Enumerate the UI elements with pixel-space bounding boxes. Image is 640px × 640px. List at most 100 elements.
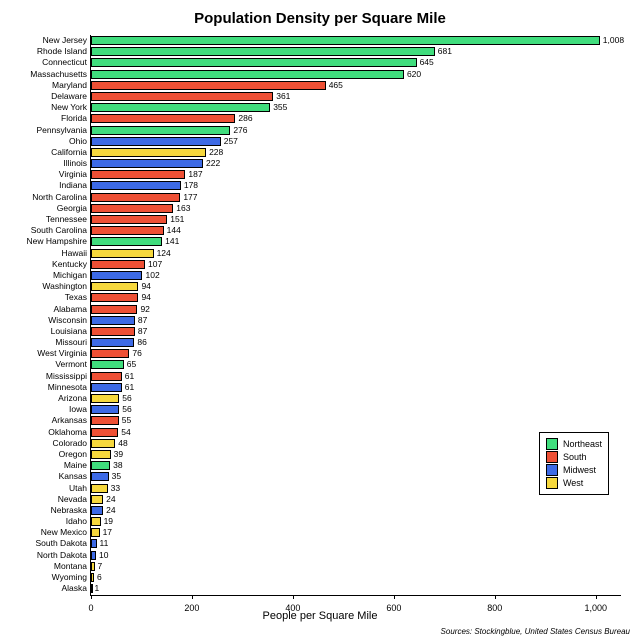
bar <box>91 226 164 235</box>
bar <box>91 305 137 314</box>
bar <box>91 405 119 414</box>
state-label: Texas <box>65 292 91 303</box>
bar <box>91 461 110 470</box>
bar-row: Montana7 <box>91 561 621 572</box>
bar-row: South Dakota11 <box>91 538 621 549</box>
bar <box>91 70 404 79</box>
bar-value-label: 102 <box>142 270 159 281</box>
bar-row: West Virginia76 <box>91 348 621 359</box>
state-label: Delaware <box>51 91 91 102</box>
state-label: North Dakota <box>37 550 91 561</box>
state-label: Georgia <box>57 203 91 214</box>
bar-row: Arkansas55 <box>91 415 621 426</box>
bars-container: New Jersey1,008Rhode Island681Connecticu… <box>91 35 621 594</box>
bar-row: North Dakota10 <box>91 550 621 561</box>
bar-row: Minnesota61 <box>91 382 621 393</box>
state-label: Maine <box>64 460 91 471</box>
bar-row: Hawaii124 <box>91 248 621 259</box>
bar-row: South Carolina144 <box>91 225 621 236</box>
legend-swatch <box>546 464 558 476</box>
bar <box>91 416 119 425</box>
bar-value-label: 141 <box>162 236 179 247</box>
legend-label: Northeast <box>563 439 602 449</box>
state-label: Oregon <box>59 449 91 460</box>
bar-row: Arizona56 <box>91 393 621 404</box>
bar-value-label: 1 <box>92 583 100 594</box>
bar-row: Mississippi61 <box>91 371 621 382</box>
state-label: Montana <box>54 561 91 572</box>
bar-value-label: 94 <box>138 292 150 303</box>
bar-value-label: 61 <box>122 371 134 382</box>
state-label: Wyoming <box>52 572 91 583</box>
state-label: Florida <box>61 113 91 124</box>
bar-row: Nebraska24 <box>91 505 621 516</box>
x-tick <box>394 595 395 599</box>
bar-value-label: 178 <box>181 180 198 191</box>
bar-value-label: 1,008 <box>600 35 624 46</box>
x-tick <box>91 595 92 599</box>
state-label: Arkansas <box>52 415 91 426</box>
bar-row: Maryland465 <box>91 80 621 91</box>
state-label: Virginia <box>59 169 91 180</box>
bar-row: Delaware361 <box>91 91 621 102</box>
bar-row: Missouri86 <box>91 337 621 348</box>
state-label: Maryland <box>52 80 91 91</box>
bar <box>91 103 270 112</box>
bar-value-label: 55 <box>119 415 131 426</box>
bar-value-label: 681 <box>435 46 452 57</box>
bar <box>91 383 122 392</box>
bar-row: California228 <box>91 147 621 158</box>
state-label: New Hampshire <box>27 236 91 247</box>
bar-value-label: 257 <box>221 136 238 147</box>
bar-value-label: 6 <box>94 572 102 583</box>
bar <box>91 484 108 493</box>
bar <box>91 81 326 90</box>
bar <box>91 137 221 146</box>
bar-row: Texas94 <box>91 292 621 303</box>
bar <box>91 204 173 213</box>
bar-value-label: 38 <box>110 460 122 471</box>
bar-row: Pennsylvania276 <box>91 125 621 136</box>
bar <box>91 249 154 258</box>
legend-label: Midwest <box>563 465 596 475</box>
bar <box>91 92 273 101</box>
bar-value-label: 276 <box>230 125 247 136</box>
bar <box>91 316 135 325</box>
bar-row: Connecticut645 <box>91 57 621 68</box>
bar-row: Ohio257 <box>91 136 621 147</box>
bar-value-label: 187 <box>185 169 202 180</box>
bar-row: Wyoming6 <box>91 572 621 583</box>
state-label: Alaska <box>61 583 91 594</box>
state-label: Pennsylvania <box>36 125 91 136</box>
bar-row: Indiana178 <box>91 180 621 191</box>
bar <box>91 237 162 246</box>
bar <box>91 372 122 381</box>
chart-container: Population Density per Square Mile New J… <box>0 0 640 640</box>
bar-row: Georgia163 <box>91 203 621 214</box>
legend: NortheastSouthMidwestWest <box>539 432 609 495</box>
x-tick <box>293 595 294 599</box>
state-label: Colorado <box>53 438 92 449</box>
plot-area: New Jersey1,008Rhode Island681Connecticu… <box>90 35 621 596</box>
bar-value-label: 94 <box>138 281 150 292</box>
bar-value-label: 24 <box>103 494 115 505</box>
state-label: New Mexico <box>41 527 91 538</box>
legend-item: Midwest <box>546 464 602 476</box>
bar-value-label: 61 <box>122 382 134 393</box>
bar-row: North Carolina177 <box>91 192 621 203</box>
x-axis-label: People per Square Mile <box>0 610 640 622</box>
bar <box>91 293 138 302</box>
bar-row: New Jersey1,008 <box>91 35 621 46</box>
bar <box>91 439 115 448</box>
bar-row: New Mexico17 <box>91 527 621 538</box>
bar-value-label: 151 <box>167 214 184 225</box>
legend-swatch <box>546 438 558 450</box>
x-tick <box>596 595 597 599</box>
bar <box>91 170 185 179</box>
bar <box>91 472 109 481</box>
bar <box>91 47 435 56</box>
bar-row: Vermont65 <box>91 359 621 370</box>
source-label: Sources: Stockingblue, United States Cen… <box>441 627 630 636</box>
legend-item: West <box>546 477 602 489</box>
state-label: Tennessee <box>46 214 91 225</box>
